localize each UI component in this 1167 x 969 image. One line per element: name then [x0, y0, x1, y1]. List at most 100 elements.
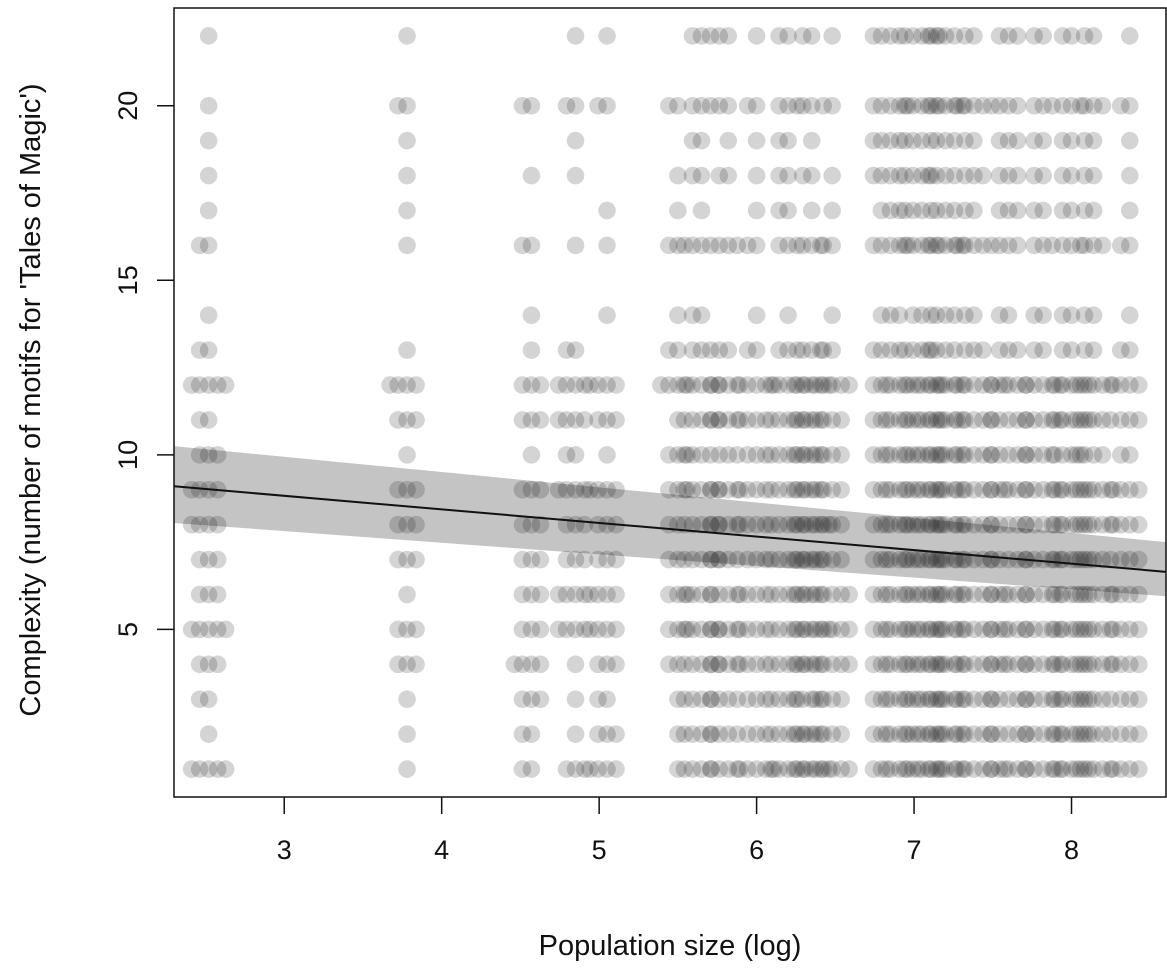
data-point [710, 341, 729, 359]
data-point [1053, 585, 1072, 604]
data-point [1017, 376, 1035, 394]
data-point [675, 550, 694, 569]
data-point [796, 725, 814, 743]
data-point [522, 446, 541, 464]
data-point [1034, 306, 1052, 325]
data-point [814, 236, 832, 255]
data-point [913, 236, 931, 255]
data-point [904, 166, 922, 185]
data-point [522, 96, 541, 115]
data-point [566, 236, 585, 255]
data-point [788, 480, 806, 499]
data-point [872, 725, 891, 743]
data-point [1034, 131, 1052, 150]
data-point [669, 306, 687, 325]
data-point [1016, 480, 1035, 499]
data-point [199, 760, 218, 778]
data-point [738, 446, 757, 464]
data-point [1053, 620, 1072, 639]
data-point [1062, 341, 1081, 359]
data-point [566, 655, 585, 674]
data-point [823, 480, 841, 499]
data-point [762, 760, 780, 778]
data-point [936, 411, 955, 429]
data-point [1120, 236, 1139, 255]
data-point [814, 655, 832, 674]
data-point [1043, 376, 1061, 394]
data-point [756, 585, 775, 604]
data-point [990, 411, 1009, 429]
data-point [1034, 480, 1052, 499]
data-point [881, 620, 900, 639]
data-point [974, 411, 992, 429]
data-point [522, 376, 541, 394]
data-point [872, 480, 891, 499]
data-point [814, 480, 832, 499]
data-point [710, 446, 729, 464]
data-point [683, 760, 702, 778]
data-point [930, 725, 948, 743]
data-point [1067, 655, 1086, 674]
data-point [669, 411, 687, 429]
data-point [513, 411, 532, 429]
data-point [896, 585, 914, 604]
data-point [965, 690, 983, 709]
data-point [990, 166, 1009, 185]
data-point [1016, 411, 1035, 429]
data-point [190, 690, 209, 709]
data-point [927, 27, 946, 45]
data-point [796, 760, 814, 778]
data-point [660, 376, 678, 394]
data-point [1075, 236, 1094, 255]
data-point [904, 201, 922, 220]
data-point [747, 201, 766, 220]
data-point [709, 550, 728, 569]
data-point [802, 166, 821, 185]
data-point [793, 515, 812, 534]
data-point [965, 620, 983, 639]
data-point [1034, 376, 1052, 394]
data-point [945, 411, 964, 429]
data-point [199, 236, 218, 255]
data-point [692, 376, 711, 394]
data-point [762, 690, 780, 709]
data-point [922, 376, 940, 394]
data-point [806, 515, 824, 534]
data-point [607, 655, 625, 674]
data-point [1111, 515, 1130, 534]
data-point [995, 376, 1014, 394]
data-point [589, 96, 607, 115]
data-point [881, 515, 900, 534]
data-point [1034, 655, 1052, 674]
data-point [1008, 725, 1027, 743]
data-point [719, 411, 738, 429]
y-tick-label: 10 [113, 440, 143, 470]
y-axis: 5 10 15 20 [113, 91, 174, 637]
data-point [598, 655, 616, 674]
data-point [793, 236, 812, 255]
data-point [1045, 655, 1064, 674]
data-point [675, 376, 694, 394]
data-point [1025, 236, 1043, 255]
data-point [557, 341, 576, 359]
data-point [669, 690, 687, 709]
data-point [770, 585, 788, 604]
data-point [581, 376, 599, 394]
data-point [922, 96, 940, 115]
data-point [770, 96, 788, 115]
data-point [999, 725, 1018, 743]
data-point [932, 760, 951, 778]
data-point [814, 585, 832, 604]
data-point [945, 585, 964, 604]
data-point [607, 480, 625, 499]
data-point [738, 480, 757, 499]
data-point [762, 620, 780, 639]
data-point [814, 690, 832, 709]
data-point [793, 655, 812, 674]
data-point [1034, 96, 1052, 115]
data-point [199, 725, 218, 743]
data-point [557, 550, 576, 569]
data-point [896, 515, 914, 534]
data-point [678, 585, 696, 604]
data-point [728, 690, 747, 709]
